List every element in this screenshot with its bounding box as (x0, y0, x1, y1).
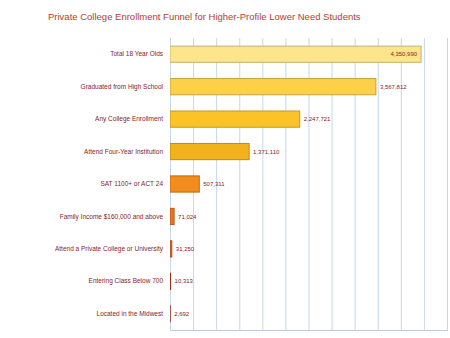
data-label: 4,350,990 (390, 51, 417, 57)
data-label: 2,692 (174, 311, 190, 317)
bar (170, 306, 171, 322)
y-tick: SAT 1100+ or ACT 24 (100, 180, 163, 187)
data-labels: 4,350,990 3,567,812 2,247,721 1,371,110 507,… (174, 51, 418, 317)
y-tick: Family Income $160,000 and above (60, 213, 164, 221)
y-tick: Any College Enrollment (95, 115, 163, 123)
x-tick (401, 38, 402, 330)
data-label: 1,371,110 (253, 149, 280, 155)
data-label: 507,311 (203, 181, 225, 187)
category-label: Graduated from High School (81, 83, 164, 91)
data-label: 2,247,721 (304, 116, 331, 122)
category-label: Entering Class Below 700 (89, 277, 164, 285)
y-axis: Total 18 Year Olds Graduated from High Sc… (55, 50, 164, 317)
x-axis-line (171, 38, 448, 331)
plot: Total 18 Year Olds Graduated from High Sc… (55, 38, 448, 331)
category-label: Located in the Midwest (97, 310, 164, 317)
category-label: Any College Enrollment (95, 115, 163, 123)
bars (170, 46, 421, 322)
y-tick: Located in the Midwest (97, 310, 164, 317)
chart-title: Private College Enrollment Funnel for Hi… (48, 11, 361, 22)
category-label: Attend a Private College or University (55, 245, 164, 253)
x-tick (378, 38, 379, 330)
x-axis (171, 38, 448, 331)
y-tick: Attend Four-Year Institution (84, 148, 163, 155)
category-label: SAT 1100+ or ACT 24 (100, 180, 163, 187)
bar (170, 111, 300, 127)
data-label: 10,313 (175, 278, 194, 284)
bar (170, 208, 174, 224)
bar (170, 241, 172, 257)
grid-line (378, 38, 379, 330)
bar (170, 143, 249, 159)
y-tick: Total 18 Year Olds (110, 50, 164, 57)
grid-line (424, 38, 425, 330)
chart: Private College Enrollment Funnel for Hi… (0, 0, 450, 338)
data-label: 3,567,812 (380, 84, 407, 90)
bar (170, 176, 199, 192)
bar (170, 273, 171, 289)
data-label: 31,250 (176, 246, 195, 252)
data-label: 71,024 (178, 214, 197, 220)
grid-line (401, 38, 402, 330)
category-label: Total 18 Year Olds (110, 50, 164, 57)
y-tick: Entering Class Below 700 (89, 277, 164, 285)
category-label: Attend Four-Year Institution (84, 148, 163, 155)
x-tick (447, 38, 448, 330)
y-tick: Graduated from High School (81, 83, 164, 91)
x-tick (424, 38, 425, 330)
y-tick: Attend a Private College or University (55, 245, 164, 253)
bar (170, 79, 376, 95)
category-label: Family Income $160,000 and above (60, 213, 164, 221)
grid-line (447, 38, 448, 330)
bar (170, 46, 421, 62)
